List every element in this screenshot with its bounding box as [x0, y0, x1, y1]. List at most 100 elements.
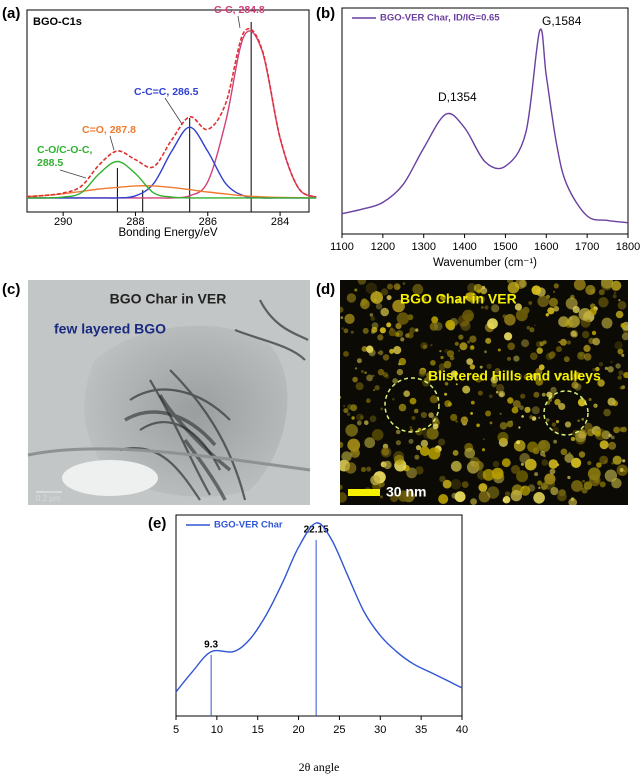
speckle — [563, 356, 570, 363]
speckle — [382, 372, 388, 378]
speckle — [346, 412, 351, 416]
speckle — [598, 289, 605, 296]
speckle — [343, 408, 349, 414]
micrograph-d: BGO Char in VER Blistered Hills and vall… — [340, 280, 628, 505]
micrograph-title: BGO Char in VER — [110, 291, 227, 307]
speckle — [469, 335, 477, 343]
speckle — [476, 289, 482, 294]
panel-label: (a) — [2, 5, 20, 22]
speckle — [409, 426, 413, 429]
speckle — [548, 397, 553, 402]
speckle — [520, 462, 524, 466]
speckle — [538, 440, 547, 450]
speckle — [458, 349, 461, 352]
speckle — [454, 491, 466, 503]
speckle — [608, 433, 612, 438]
annotation-arrow — [164, 97, 183, 125]
speckle — [612, 455, 622, 465]
panel-label: (c) — [2, 281, 20, 298]
speckle — [450, 479, 462, 490]
annotation: C-C=C, 286.5 — [134, 86, 199, 98]
speckle — [430, 360, 436, 366]
speckle — [556, 463, 560, 467]
speckle — [466, 358, 474, 365]
speckle — [570, 294, 575, 300]
speckle — [392, 378, 398, 384]
speckle — [352, 376, 358, 383]
scale-bar-label: 30 nm — [386, 484, 426, 500]
speckle — [388, 328, 397, 337]
speckle — [568, 498, 577, 505]
speckle — [354, 288, 358, 292]
speckle — [446, 350, 455, 358]
speckle — [366, 374, 373, 382]
x-tick-label: 40 — [456, 724, 468, 736]
speckle — [573, 280, 586, 291]
speckle — [343, 351, 349, 357]
speckle — [598, 362, 604, 367]
speckle — [383, 460, 392, 470]
speckle — [538, 486, 541, 489]
x-tick-label: 1300 — [411, 241, 435, 253]
scale-bar — [348, 489, 380, 496]
speckle — [618, 370, 624, 376]
speckle — [513, 355, 520, 362]
speckle — [494, 368, 501, 374]
speckle — [454, 341, 459, 346]
speckle — [466, 292, 477, 303]
speckle — [607, 366, 614, 373]
speckle — [557, 491, 567, 502]
speckle — [537, 480, 543, 486]
speckle — [418, 369, 426, 377]
speckle — [590, 289, 595, 294]
speckle — [515, 309, 528, 322]
speckle — [408, 438, 414, 444]
x-tick-label: 1700 — [575, 241, 599, 253]
speckle — [478, 490, 491, 503]
speckle — [549, 351, 556, 358]
speckle — [491, 467, 504, 480]
x-tick-label: 30 — [374, 724, 386, 736]
speckle — [346, 293, 357, 303]
speckle — [462, 385, 471, 394]
speckle — [437, 369, 443, 375]
peak-label: 9.3 — [204, 640, 218, 651]
speckle — [377, 351, 380, 355]
speckle — [469, 364, 476, 370]
scale-bar-label: 0.2 μm — [36, 494, 61, 503]
speckle — [396, 285, 400, 290]
x-tick-label: 1500 — [493, 241, 517, 253]
annotation: C=O, 287.8 — [82, 124, 136, 136]
speckle — [440, 355, 444, 360]
x-axis-label: 2θ angle — [299, 760, 340, 774]
speckle — [570, 330, 577, 337]
speckle — [553, 439, 557, 444]
speckle — [467, 283, 477, 293]
speckle — [481, 306, 484, 309]
speckle — [614, 341, 623, 350]
speckle — [551, 422, 557, 427]
speckle — [491, 304, 500, 313]
speckle — [364, 437, 376, 449]
speckle — [524, 458, 537, 471]
speckle — [554, 398, 561, 406]
x-tick-label: 1800 — [616, 241, 640, 253]
speckle — [497, 431, 509, 443]
speckle — [420, 439, 429, 448]
speckle — [415, 445, 422, 451]
speckle — [460, 416, 469, 425]
speckle — [531, 406, 540, 415]
speckle — [599, 455, 609, 465]
speckle — [502, 496, 511, 504]
speckle — [381, 288, 389, 296]
speckle — [439, 475, 446, 483]
speckle — [578, 308, 592, 321]
speckle — [597, 379, 605, 387]
speckle — [538, 416, 541, 419]
speckle — [374, 385, 380, 391]
speckle — [450, 413, 458, 422]
annotation: 288.5 — [37, 157, 63, 169]
speckle — [380, 307, 390, 317]
speckle — [370, 329, 376, 334]
